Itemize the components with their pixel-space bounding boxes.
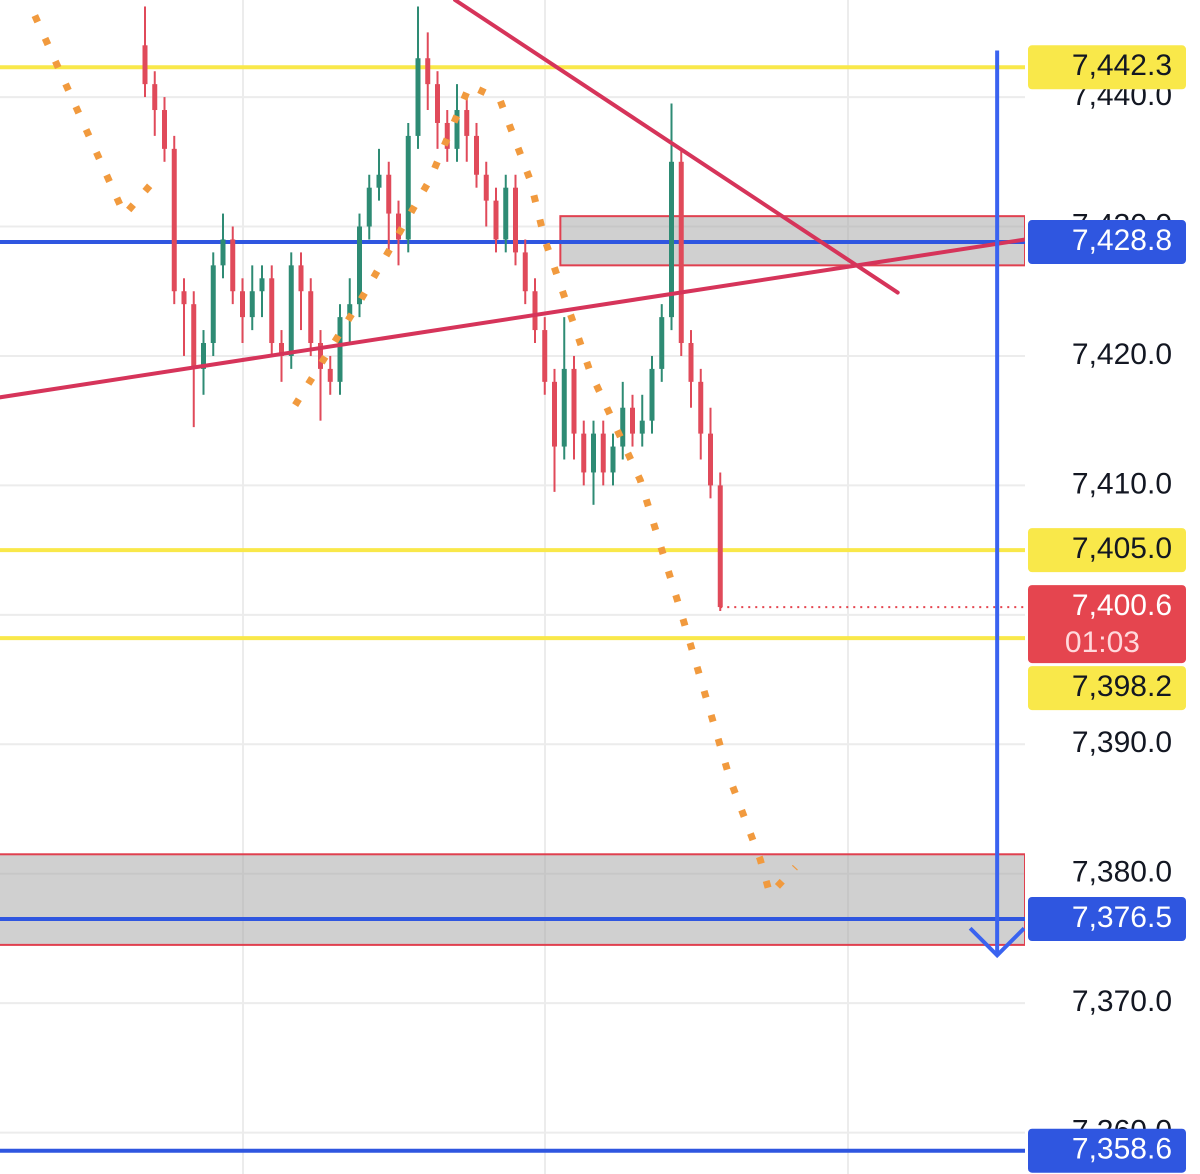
level-label: 7,398.2 <box>1072 670 1172 703</box>
candle-body <box>503 187 509 240</box>
candle-body <box>318 343 323 369</box>
candle-body <box>522 252 528 292</box>
candle-body <box>191 304 197 369</box>
level-badge <box>1028 897 1186 942</box>
candle-body <box>201 343 206 369</box>
candle-body <box>717 485 723 608</box>
projection-path <box>292 80 798 902</box>
candle-body <box>337 317 343 382</box>
candle-body <box>630 407 635 434</box>
current-price-label: 7,400.6 <box>1072 589 1172 622</box>
candle-body <box>659 317 665 369</box>
countdown-label: 01:03 <box>1065 626 1140 659</box>
candle-body <box>444 122 450 149</box>
candle-body <box>171 148 177 292</box>
candle-body <box>493 200 499 240</box>
candle-body <box>142 45 148 85</box>
candle-body <box>279 343 284 356</box>
candle-body <box>600 433 606 473</box>
candle-body <box>366 187 372 227</box>
candle-body <box>386 174 392 214</box>
candle-body <box>483 174 489 201</box>
level-badge <box>1028 220 1186 265</box>
candle-body <box>708 433 713 486</box>
candle-body <box>591 433 596 473</box>
candle-body <box>308 291 314 344</box>
candle-body <box>181 291 187 305</box>
vertical-grid <box>242 0 849 1174</box>
trendline <box>453 0 900 295</box>
candle-body <box>405 135 411 240</box>
level-badge <box>1028 528 1186 573</box>
candle-body <box>435 84 440 123</box>
candle-body <box>376 174 382 188</box>
y-tick-label: 7,370.0 <box>1072 985 1172 1018</box>
candle-body <box>357 226 362 305</box>
price-badges: 7,400.6 01:03 7,442.3 7,428.8 7,405.0 7,398.2… <box>1028 45 1186 1173</box>
candle-body <box>347 304 353 318</box>
level-label: 7,376.5 <box>1072 901 1172 934</box>
candle-body <box>454 110 460 149</box>
level-label: 7,405.0 <box>1072 532 1172 565</box>
level-label: 7,442.3 <box>1072 49 1172 82</box>
current-price-badge <box>1028 585 1186 664</box>
candle-body <box>639 420 645 434</box>
y-tick-label: 7,420.0 <box>1072 338 1172 371</box>
level-badge <box>1028 45 1186 90</box>
candle-body <box>474 135 479 175</box>
candle-body <box>425 58 431 85</box>
candle-body <box>649 368 655 421</box>
candle-body <box>415 58 421 136</box>
zone <box>0 853 1025 946</box>
candle-body <box>162 110 167 149</box>
candle-body <box>688 343 694 382</box>
candle-body <box>220 239 226 266</box>
plot-area <box>0 0 1025 1153</box>
candle-body <box>210 265 216 344</box>
level-label: 7,428.8 <box>1072 224 1172 257</box>
candle-body <box>464 110 470 136</box>
candle-body <box>298 265 304 292</box>
candle-body <box>240 291 245 318</box>
candle-body <box>259 278 265 292</box>
candle-body <box>571 368 577 434</box>
candle-body <box>561 368 567 447</box>
candle-body <box>152 84 158 111</box>
candle-body <box>620 407 626 447</box>
candle-body <box>552 381 557 447</box>
candle-body <box>327 368 333 382</box>
level-badge <box>1028 1128 1186 1173</box>
candle-body <box>513 187 518 253</box>
candle-body <box>669 161 674 318</box>
candle-body <box>288 265 294 356</box>
candle-body <box>230 239 236 292</box>
level-badge <box>1028 666 1186 711</box>
level-label: 7,358.6 <box>1072 1133 1172 1166</box>
candle-body <box>269 278 275 344</box>
arrow-head <box>968 926 1025 959</box>
candle-body <box>542 330 548 382</box>
candle-body <box>396 213 401 240</box>
y-tick-label: 7,410.0 <box>1072 467 1172 500</box>
candle-body <box>698 381 704 434</box>
candle-body <box>581 433 587 473</box>
candle-body <box>532 291 538 331</box>
candle-body <box>249 291 255 318</box>
y-tick-label: 7,390.0 <box>1072 726 1172 759</box>
candle-body <box>678 161 684 344</box>
candle-body <box>610 446 616 473</box>
y-tick-label: 7,380.0 <box>1072 856 1172 889</box>
